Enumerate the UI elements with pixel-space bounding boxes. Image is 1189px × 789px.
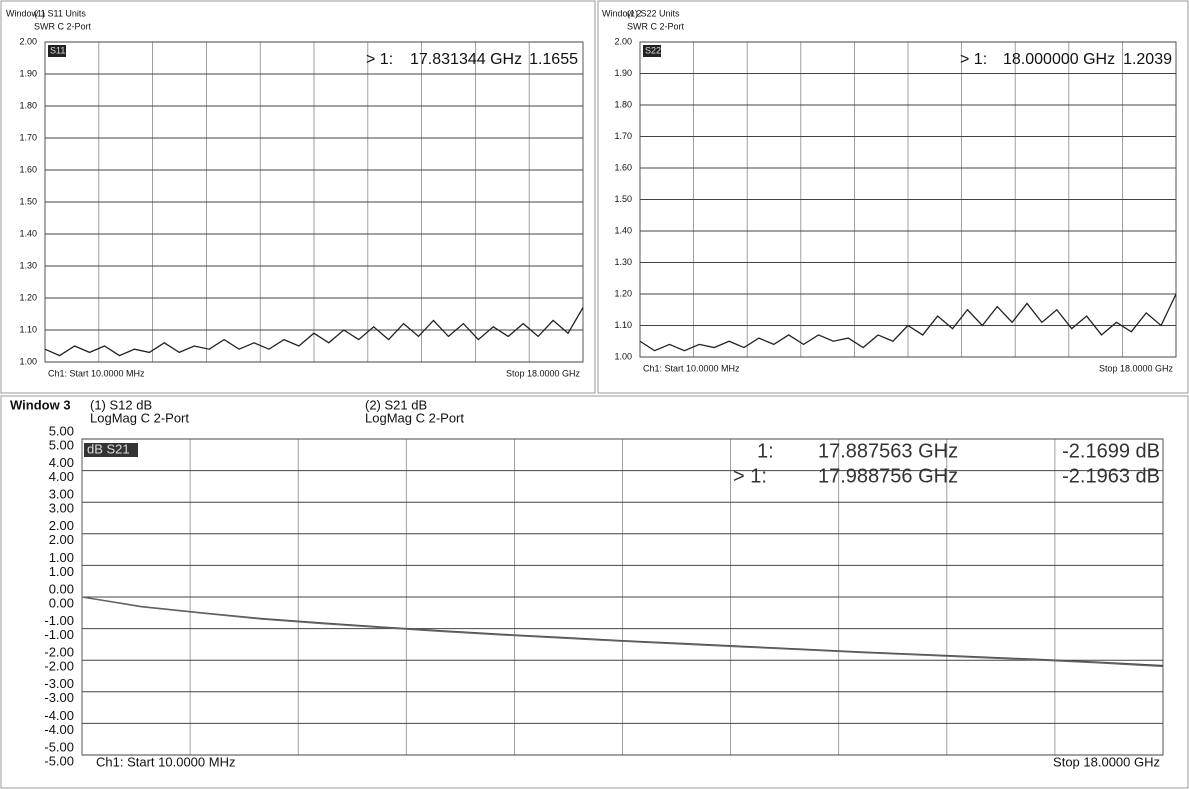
y-tick-label: 1.90 [19, 68, 37, 78]
marker-value: 1.2039 [1123, 51, 1172, 68]
trace-tag-box [48, 45, 66, 57]
trace-title: (1) S12 dB [90, 397, 152, 412]
trace-tag: S11 [50, 45, 65, 55]
stop-label: Stop 18.0000 GHz [506, 368, 581, 378]
window-label: Window 2 [602, 8, 642, 18]
trace-title: (2) S21 dB [365, 397, 427, 412]
y-tick-label: 1.00 [49, 550, 74, 565]
y2-tick-label: -5.00 [44, 753, 74, 768]
y-tick-label: -1.00 [44, 613, 74, 628]
y-tick-label: 1.00 [19, 356, 37, 366]
y-tick-label: 5.00 [49, 423, 74, 438]
trace [44, 307, 584, 357]
marker-value: 1.1655 [529, 51, 578, 68]
y-tick-label: 2.00 [49, 518, 74, 533]
trace [81, 596, 1164, 668]
y-tick-label: 1.60 [614, 162, 632, 172]
trace-format: LogMag C 2-Port [90, 410, 189, 425]
y-tick-label: 1.70 [19, 132, 37, 142]
y-tick-label: 1.30 [614, 257, 632, 267]
marker-frequency: 17.887563 GHz [818, 440, 958, 462]
y-tick-label: 4.00 [49, 455, 74, 470]
y-tick-label: 1.00 [614, 351, 632, 361]
trace-tag-box [643, 45, 661, 57]
trace-format: SWR C 2-Port [34, 21, 92, 31]
y-tick-label: 1.20 [614, 288, 632, 298]
trace-title: (1) S22 Units [627, 8, 680, 18]
marker-value: -2.1699 dB [1062, 440, 1160, 462]
y-tick-label: -3.00 [44, 676, 74, 691]
marker-prefix: 1: [757, 440, 774, 462]
y2-tick-label: 3.00 [49, 501, 74, 516]
y-tick-label: -2.00 [44, 645, 74, 660]
y-tick-label: 1.10 [19, 324, 37, 334]
window-frame [0, 395, 1189, 789]
marker-frequency: 17.988756 GHz [818, 465, 958, 487]
trace-title: (1) S11 Units [34, 8, 86, 18]
y2-tick-label: 1.00 [49, 564, 74, 579]
y2-tick-label: 0.00 [49, 595, 74, 610]
trace [639, 293, 1177, 352]
trace-tag-box [84, 443, 138, 457]
y-tick-label: 3.00 [49, 487, 74, 502]
y-tick-label: 1.60 [19, 164, 37, 174]
trace-tag: S22 [645, 45, 661, 55]
window-frame [597, 0, 1189, 394]
y-tick-label: 1.20 [19, 292, 37, 302]
marker-value: -2.1963 dB [1062, 465, 1160, 487]
y-tick-label: 1.40 [614, 225, 632, 235]
y-tick-label: -4.00 [44, 708, 74, 723]
start-label: Ch1: Start 10.0000 MHz [48, 368, 145, 378]
y-tick-label: 2.00 [19, 36, 37, 46]
y-tick-label: 1.50 [614, 194, 632, 204]
y2-tick-label: -3.00 [44, 690, 74, 705]
marker-frequency: 18.000000 GHz [1003, 51, 1115, 68]
marker-prefix: > 1: [366, 51, 393, 68]
window-label: Window 3 [10, 397, 71, 412]
marker-prefix: > 1: [960, 51, 987, 68]
y-tick-label: 1.90 [614, 68, 632, 78]
marker-frequency: 17.831344 GHz [410, 51, 522, 68]
trace-tag: dB S21 [87, 441, 130, 456]
y2-tick-label: -1.00 [44, 627, 74, 642]
y2-tick-label: 5.00 [49, 437, 74, 452]
y-tick-label: 1.80 [19, 100, 37, 110]
window-label: Window 1 [6, 8, 46, 18]
start-label: Ch1: Start 10.0000 MHz [96, 754, 235, 769]
stop-label: Stop 18.0000 GHz [1053, 754, 1160, 769]
y-tick-label: 1.40 [19, 228, 37, 238]
y-tick-label: 1.10 [614, 320, 632, 330]
y2-tick-label: -2.00 [44, 659, 74, 674]
y-tick-label: 0.00 [49, 581, 74, 596]
y-tick-label: 1.30 [19, 260, 37, 270]
trace-format: LogMag C 2-Port [365, 410, 464, 425]
y-tick-label: 1.70 [614, 131, 632, 141]
marker-prefix: > 1: [733, 465, 767, 487]
start-label: Ch1: Start 10.0000 MHz [643, 363, 740, 373]
window-frame [0, 0, 596, 394]
y-tick-label: 1.50 [19, 196, 37, 206]
trace-format: SWR C 2-Port [627, 21, 685, 31]
y-tick-label: 1.80 [614, 99, 632, 109]
stop-label: Stop 18.0000 GHz [1099, 363, 1174, 373]
y2-tick-label: 2.00 [49, 532, 74, 547]
y2-tick-label: 4.00 [49, 469, 74, 484]
y-tick-label: 2.00 [614, 36, 632, 46]
y2-tick-label: -4.00 [44, 722, 74, 737]
y-tick-label: -5.00 [44, 739, 74, 754]
